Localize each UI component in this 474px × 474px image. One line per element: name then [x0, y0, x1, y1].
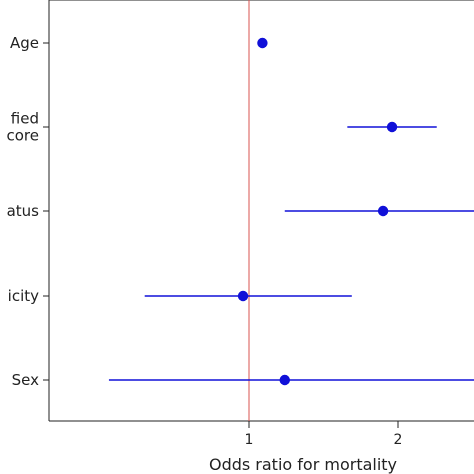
point-estimate-layer — [237, 37, 398, 386]
y-tick-label: core — [7, 127, 40, 145]
point-estimate — [237, 290, 249, 302]
x-tick-label: 1 — [245, 432, 254, 448]
x-tick-label: 2 — [394, 432, 403, 448]
x-axis-title: Odds ratio for mortality — [209, 455, 397, 474]
y-tick-label: icity — [8, 287, 39, 305]
confidence-interval-layer — [108, 126, 474, 381]
point-estimate — [377, 205, 389, 217]
point-estimate — [279, 374, 290, 386]
point-estimate — [386, 121, 398, 133]
y-tick-label: fied — [11, 110, 39, 128]
y-tick-label: Age — [10, 34, 39, 52]
y-tick-label: atus — [7, 202, 40, 220]
y-tick-label: Sex — [12, 371, 39, 389]
point-estimate — [257, 37, 268, 49]
